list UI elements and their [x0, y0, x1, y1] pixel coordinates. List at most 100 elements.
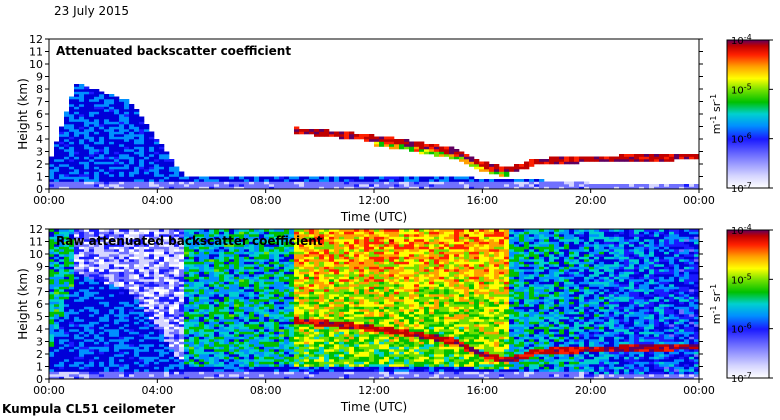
heatmap-cell: [134, 259, 140, 262]
heatmap-cell: [249, 339, 255, 342]
heatmap-cell: [94, 114, 100, 117]
heatmap-cell: [269, 321, 275, 325]
heatmap-cell: [109, 139, 115, 142]
heatmap-cell: [379, 139, 385, 142]
heatmap-cell: [284, 356, 290, 360]
heatmap-cell: [124, 366, 130, 370]
heatmap-cell: [129, 274, 135, 277]
heatmap-cell: [294, 129, 300, 132]
heatmap-cell: [274, 294, 280, 297]
heatmap-cell: [329, 274, 335, 277]
heatmap-cell: [269, 304, 275, 307]
heatmap-cell: [264, 259, 270, 262]
heatmap-cell: [309, 304, 315, 307]
heatmap-cell: [219, 314, 225, 317]
heatmap-cell: [239, 239, 245, 242]
heatmap-cell: [334, 264, 340, 267]
heatmap-cell: [74, 89, 80, 92]
heatmap-cell: [219, 349, 225, 352]
heatmap-cell: [69, 331, 75, 335]
heatmap-cell: [74, 336, 80, 340]
heatmap-cell: [109, 146, 115, 150]
heatmap-cell: [304, 289, 310, 292]
heatmap-cell: [249, 304, 255, 307]
heatmap-cell: [249, 261, 255, 265]
heatmap-cell: [319, 246, 325, 250]
heatmap-cell: [329, 326, 335, 330]
heatmap-cell: [334, 321, 340, 325]
heatmap-cell: [269, 364, 275, 367]
heatmap-cell: [84, 236, 90, 240]
heatmap-cell: [269, 349, 275, 352]
heatmap-cell: [234, 264, 240, 267]
heatmap-cell: [84, 329, 90, 332]
heatmap-cell: [254, 291, 260, 295]
heatmap-cell: [159, 299, 165, 302]
heatmap-cell: [174, 186, 180, 190]
heatmap-cell: [279, 184, 285, 187]
heatmap-cell: [64, 311, 70, 315]
heatmap-cell: [239, 374, 245, 377]
heatmap-cell: [54, 234, 60, 237]
heatmap-cell: [209, 289, 215, 292]
heatmap-cell: [164, 371, 170, 375]
heatmap-cell: [269, 179, 275, 182]
heatmap-cell: [429, 181, 435, 185]
heatmap-cell: [124, 106, 130, 110]
heatmap-cell: [104, 139, 110, 142]
heatmap-cell: [119, 319, 125, 322]
heatmap-cell: [149, 309, 155, 312]
heatmap-cell: [119, 349, 125, 352]
heatmap-cell: [169, 376, 175, 380]
heatmap-cell: [69, 131, 75, 135]
heatmap-cell: [94, 369, 100, 372]
heatmap-cell: [194, 314, 200, 317]
heatmap-cell: [574, 159, 580, 162]
heatmap-cell: [464, 159, 470, 162]
heatmap-cell: [274, 251, 280, 255]
heatmap-cell: [94, 231, 100, 235]
heatmap-cell: [159, 341, 165, 345]
heatmap-cell: [454, 156, 460, 160]
heatmap-cell: [114, 311, 120, 315]
heatmap-cell: [164, 361, 170, 365]
heatmap-cell: [169, 326, 175, 330]
heatmap-cell: [149, 276, 155, 280]
heatmap-cell: [304, 241, 310, 245]
heatmap-cell: [254, 241, 260, 245]
heatmap-cell: [274, 349, 280, 352]
heatmap-cell: [109, 314, 115, 317]
heatmap-cell: [109, 181, 115, 185]
heatmap-cell: [149, 291, 155, 295]
heatmap-cell: [169, 349, 175, 352]
heatmap-cell: [84, 331, 90, 335]
heatmap-cell: [289, 359, 295, 362]
heatmap-cell: [169, 291, 175, 295]
heatmap-cell: [379, 184, 385, 187]
heatmap-cell: [294, 264, 300, 267]
heatmap-cell: [104, 276, 110, 280]
heatmap-cell: [234, 371, 240, 375]
heatmap-cell: [234, 341, 240, 345]
heatmap-cell: [294, 266, 300, 270]
heatmap-cell: [149, 304, 155, 307]
heatmap-cell: [154, 306, 160, 310]
heatmap-cell: [289, 346, 295, 350]
heatmap-cell: [69, 301, 75, 305]
heatmap-cell: [164, 351, 170, 355]
heatmap-cell: [49, 321, 55, 325]
heatmap-cell: [189, 319, 195, 322]
heatmap-cell: [264, 299, 270, 302]
heatmap-cell: [234, 359, 240, 362]
heatmap-cell: [219, 281, 225, 285]
heatmap-cell: [79, 359, 85, 362]
heatmap-cell: [189, 241, 195, 245]
heatmap-cell: [154, 374, 160, 377]
heatmap-cell: [389, 184, 395, 187]
heatmap-cell: [89, 271, 95, 275]
heatmap-cell: [104, 106, 110, 110]
heatmap-cell: [299, 296, 305, 300]
heatmap-cell: [314, 251, 320, 255]
heatmap-cell: [74, 304, 80, 307]
heatmap-cell: [199, 299, 205, 302]
